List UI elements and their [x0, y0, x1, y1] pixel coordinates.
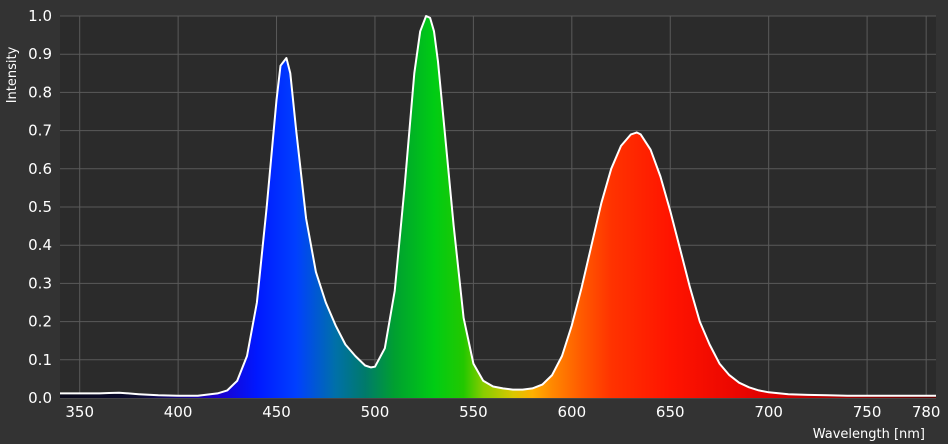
y-tick-label: 1.0 [28, 7, 52, 25]
y-tick-label: 0.5 [28, 198, 52, 216]
y-axis-ticks: 0.0 0.1 0.2 0.3 0.4 0.5 0.6 0.7 0.8 0.9 1.0 [28, 7, 52, 407]
x-tick-label: 650 [656, 403, 685, 421]
y-tick-label: 0.8 [28, 83, 52, 101]
x-tick-label: 700 [754, 403, 783, 421]
x-tick-label: 350 [65, 403, 94, 421]
y-tick-label: 0.0 [28, 389, 52, 407]
y-tick-label: 0.7 [28, 122, 52, 140]
x-tick-label: 780 [912, 403, 941, 421]
x-axis-ticks: 350 400 450 500 550 600 650 700 750 780 [65, 403, 940, 421]
x-axis-label: Wavelength [nm] [813, 427, 925, 442]
y-tick-label: 0.2 [28, 313, 52, 331]
y-axis-label: Intensity [5, 46, 20, 103]
y-tick-label: 0.9 [28, 45, 52, 63]
x-tick-label: 600 [557, 403, 586, 421]
y-tick-label: 0.6 [28, 160, 52, 178]
y-tick-label: 0.4 [28, 236, 52, 254]
y-tick-label: 0.3 [28, 274, 52, 292]
y-tick-label: 0.1 [28, 351, 52, 369]
x-tick-label: 400 [164, 403, 193, 421]
x-tick-label: 750 [853, 403, 882, 421]
x-tick-label: 550 [459, 403, 488, 421]
spectrum-area [60, 16, 936, 398]
spectrum-line [60, 15, 936, 397]
x-tick-label: 450 [262, 403, 291, 421]
x-tick-label: 500 [361, 403, 390, 421]
